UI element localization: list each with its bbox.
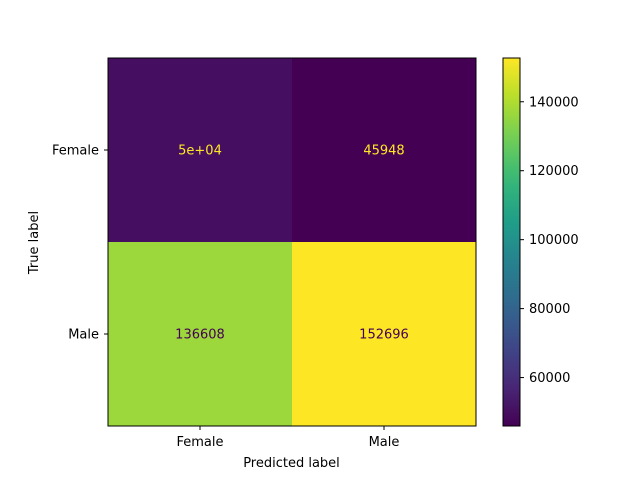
x-tick-label: Female: [176, 435, 223, 450]
matrix-cell: [292, 58, 476, 242]
matrix-cell: [108, 242, 292, 426]
x-tick-label: Male: [369, 435, 400, 450]
cell-value-label: 45948: [363, 144, 404, 159]
axes-frame: [107, 57, 477, 427]
colorbar-tick-label: 120000: [529, 164, 579, 179]
matrix-cell: [108, 58, 292, 242]
y-tick-label: Female: [52, 144, 99, 159]
y-tick-label: Male: [68, 328, 99, 343]
colorbar-tick-label: 80000: [529, 302, 570, 317]
colorbar-tick-label: 140000: [529, 95, 579, 110]
colorbar-tick-label: 60000: [529, 371, 570, 386]
matrix-cell: [292, 242, 476, 426]
x-axis-label: Predicted label: [243, 456, 340, 471]
cell-value-label: 5e+04: [178, 144, 222, 159]
colorbar-tick-label: 100000: [529, 233, 579, 248]
colorbar: [502, 57, 521, 427]
y-axis-label: True label: [27, 211, 42, 275]
cell-value-label: 136608: [175, 328, 225, 343]
cell-value-label: 152696: [359, 328, 409, 343]
